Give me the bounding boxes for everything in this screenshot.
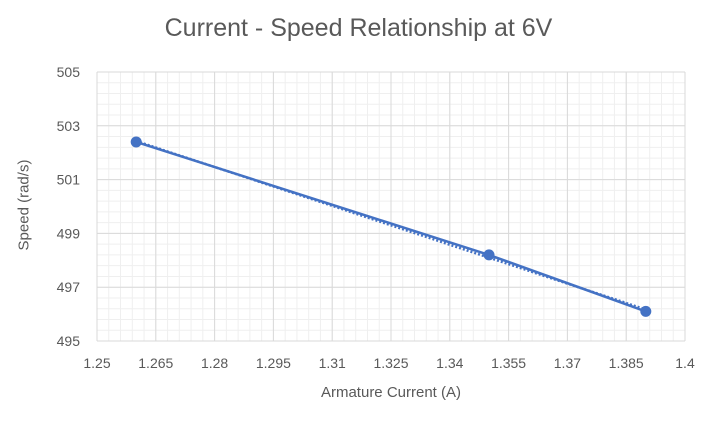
x-tick-label: 1.25 (83, 355, 110, 371)
x-tick-label: 1.325 (373, 355, 408, 371)
x-tick-label: 1.34 (436, 355, 463, 371)
x-tick-label: 1.28 (201, 355, 228, 371)
x-tick-label: 1.265 (138, 355, 173, 371)
x-tick-label: 1.355 (491, 355, 526, 371)
x-tick-label: 1.295 (256, 355, 291, 371)
data-point (130, 136, 142, 148)
y-tick-label: 495 (57, 333, 81, 349)
x-tick-label: 1.4 (675, 355, 695, 371)
y-axis-label: Speed (rad/s) (15, 159, 33, 251)
y-tick-label: 501 (57, 172, 81, 188)
y-tick-label: 505 (57, 64, 81, 80)
x-axis-label: Armature Current (A) (320, 384, 462, 401)
x-tick-label: 1.385 (609, 355, 644, 371)
x-tick-label: 1.37 (554, 355, 581, 371)
x-tick-label: 1.31 (319, 355, 346, 371)
data-point (640, 305, 652, 317)
y-tick-label: 497 (57, 279, 81, 295)
chart-title: Current - Speed Relationship at 6V (164, 14, 553, 42)
data-point (483, 249, 495, 261)
y-tick-label: 499 (57, 225, 81, 241)
y-tick-label: 503 (57, 118, 81, 134)
